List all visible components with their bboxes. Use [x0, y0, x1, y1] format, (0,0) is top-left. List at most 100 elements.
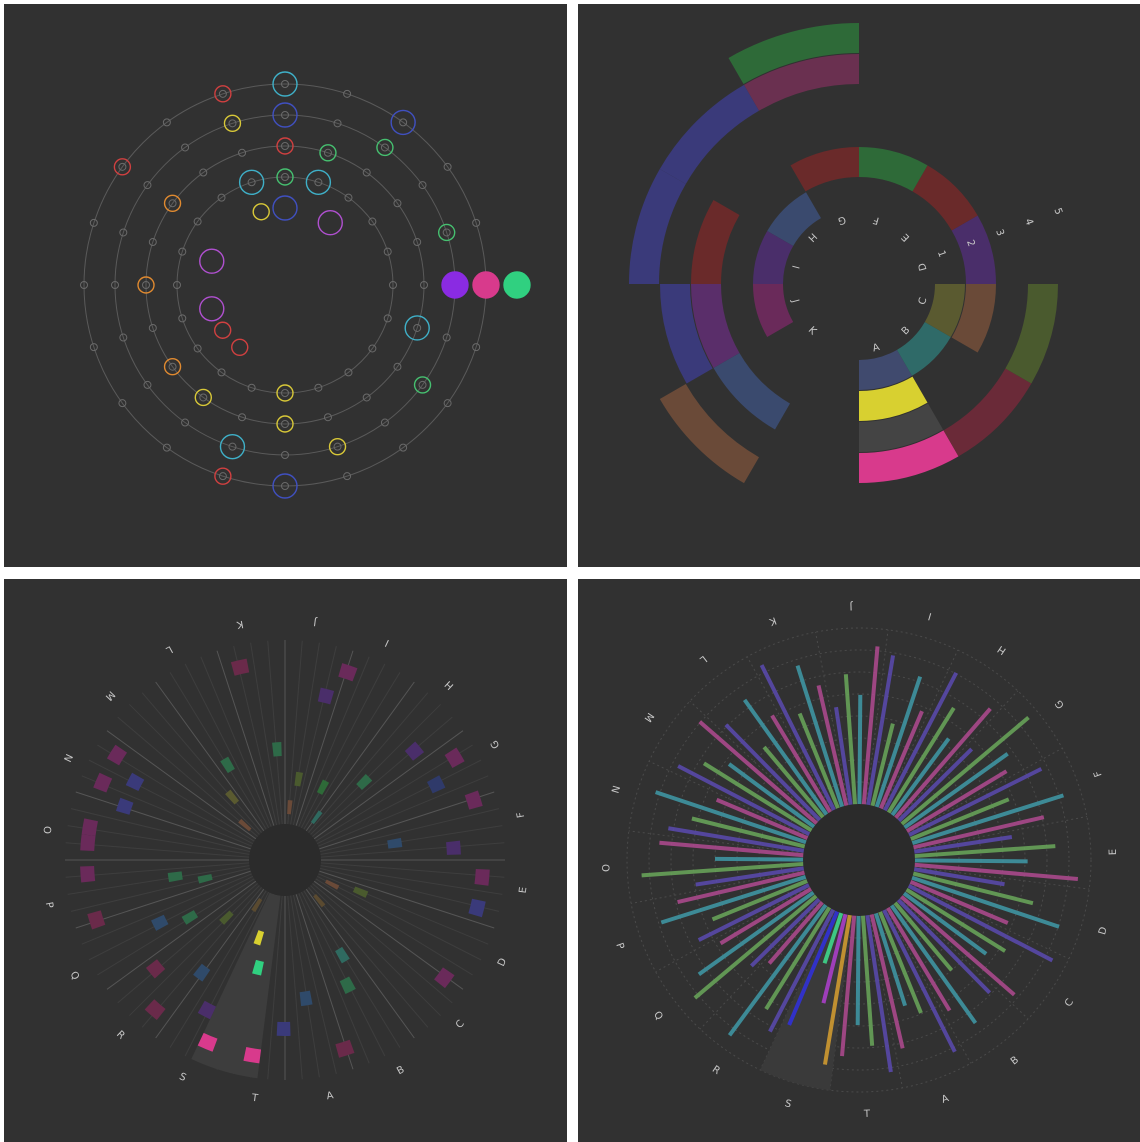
radial-gridline [290, 642, 320, 825]
radial-gridline [70, 867, 251, 912]
radial-bar [912, 858, 1028, 864]
grid-marker [314, 383, 323, 392]
grid-marker [281, 111, 289, 119]
category-label: A [326, 1090, 335, 1102]
grid-marker [238, 413, 247, 422]
grid-marker [168, 199, 177, 208]
radial-gridline [320, 825, 503, 855]
grid-marker [281, 389, 289, 397]
radial-gridline [316, 759, 482, 845]
sunburst-cell [659, 84, 759, 184]
radial-gridline [97, 744, 255, 842]
bubble-point [390, 109, 416, 136]
radial-gridline [315, 878, 473, 976]
grid-marker [143, 181, 152, 190]
radial-bar [724, 723, 823, 823]
sector-gridline [909, 883, 1070, 960]
grid-marker [247, 383, 256, 392]
radial-gridline [88, 759, 254, 845]
grid-marker [333, 119, 342, 128]
grid-marker [413, 238, 422, 247]
radial-bar [882, 671, 958, 814]
level-label: 3 [993, 228, 1006, 238]
center-hole [803, 804, 915, 916]
sunburst-cell [691, 200, 740, 284]
radial-bar [904, 769, 1008, 834]
heatmap-cell [474, 868, 490, 886]
grid-marker [181, 143, 190, 152]
radial-bar [873, 910, 907, 1007]
radial-bar [693, 893, 819, 1000]
sunburst-cell [1005, 284, 1058, 384]
grid-marker [418, 181, 427, 190]
heatmap-cell [225, 789, 240, 805]
bubble-point [194, 388, 212, 407]
heatmap-cell [335, 946, 350, 964]
radial-bar [668, 826, 807, 854]
sunburst-cell [744, 54, 859, 111]
heatmap-cell [313, 894, 326, 908]
grid-marker [368, 217, 377, 226]
category-label: N [608, 784, 621, 794]
heatmap-cell [356, 773, 373, 791]
bubble-point [199, 248, 225, 274]
heatmap-cell [276, 1021, 291, 1036]
radial-bar [714, 856, 806, 862]
radial-bar [912, 862, 1079, 881]
radial-bar [911, 866, 1005, 887]
sunburst-cell [660, 284, 713, 384]
radial-bar [861, 646, 880, 807]
radial-gridline [319, 867, 500, 912]
sunburst-cell [897, 322, 951, 376]
sunburst-cell [659, 384, 759, 484]
sunburst-cell [728, 23, 859, 84]
heatmap-cell [81, 818, 98, 837]
grid-marker [344, 368, 353, 377]
radial-bar [865, 913, 893, 1073]
heatmap-cell [352, 886, 369, 898]
radial-gridline [320, 862, 505, 878]
radial-gridline [310, 704, 441, 835]
grid-marker [281, 80, 289, 88]
radial-bar [787, 908, 840, 1026]
radial-bar [878, 710, 924, 812]
radial-gridline [155, 681, 265, 832]
radial-bar [869, 912, 905, 1049]
radial-bar [885, 706, 956, 816]
sunburst-cell [691, 284, 740, 368]
sunburst-cell [629, 169, 686, 284]
radial-bar [840, 913, 857, 1057]
category-label: I [789, 264, 800, 270]
radial-gridline [88, 875, 254, 961]
radial-gridline [318, 775, 489, 847]
category-label: J [313, 616, 318, 627]
sector-gridline [628, 830, 804, 854]
radial-bar [855, 913, 861, 1026]
radial-bar [797, 712, 841, 811]
radial-bar [843, 674, 858, 807]
radial-bar [660, 874, 809, 925]
grid-marker [199, 168, 208, 177]
heatmap-cell [446, 840, 461, 855]
bubble-point [437, 223, 456, 242]
heatmap-cell [387, 837, 403, 849]
radial-bar [677, 764, 813, 837]
grid-marker [162, 443, 171, 452]
heatmap-cell [145, 959, 166, 979]
heatmap-cell [444, 747, 465, 768]
radial-gridline [67, 825, 250, 855]
radial-gridline [184, 663, 270, 829]
category-label: K [235, 618, 244, 630]
heatmap-cell [220, 756, 235, 774]
sunburst-cell [790, 147, 859, 192]
ring-circle [83, 83, 487, 487]
sunburst-cell [859, 376, 928, 421]
radial-gridline [65, 862, 250, 878]
heatmap-cell [317, 687, 335, 705]
radial-gridline [287, 640, 303, 825]
radial-gridline [129, 704, 260, 835]
bubble-point [317, 210, 343, 236]
heatmap-cell [193, 963, 211, 982]
level-label: 4 [1022, 217, 1035, 227]
sector-gridline [913, 816, 1087, 850]
